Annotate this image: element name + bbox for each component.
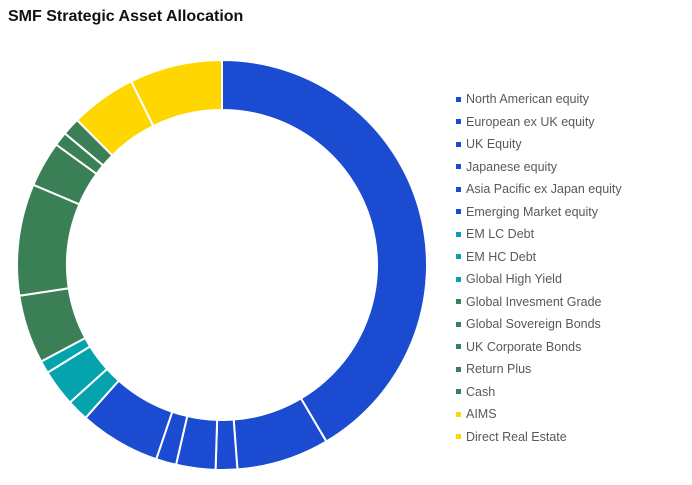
legend-label: Global Sovereign Bonds <box>466 317 601 332</box>
legend-label: North American equity <box>466 92 589 107</box>
legend-label: Emerging Market equity <box>466 204 599 219</box>
legend-swatch <box>456 209 461 215</box>
legend-swatch <box>456 299 461 305</box>
legend-item: Japanese equity <box>456 156 622 179</box>
legend-swatch <box>456 411 461 417</box>
legend-item: UK Corporate Bonds <box>456 336 622 359</box>
legend-item: Return Plus <box>456 358 622 381</box>
legend-label: EM LC Debt <box>466 227 535 242</box>
legend-item: Emerging Market equity <box>456 201 622 224</box>
legend-item: Global High Yield <box>456 268 622 291</box>
legend-item: Direct Real Estate <box>456 426 622 449</box>
legend-swatch <box>456 254 461 260</box>
legend-item: Global Sovereign Bonds <box>456 313 622 336</box>
legend-swatch <box>456 321 461 327</box>
legend: North American equity European ex UK equi… <box>456 88 622 448</box>
legend-swatch <box>456 141 461 147</box>
legend-swatch <box>456 186 461 192</box>
legend-item: AIMS <box>456 403 622 426</box>
legend-label: Global Invesment Grade <box>466 294 602 309</box>
legend-label: Cash <box>466 384 496 399</box>
legend-item: European ex UK equity <box>456 111 622 134</box>
legend-label: UK Corporate Bonds <box>466 339 582 354</box>
legend-label: Global High Yield <box>466 272 562 287</box>
legend-item: EM LC Debt <box>456 223 622 246</box>
legend-label: Return Plus <box>466 362 532 377</box>
legend-swatch <box>456 231 461 237</box>
legend-swatch <box>456 119 461 125</box>
legend-label: EM HC Debt <box>466 249 537 264</box>
slice-direct-real-estate <box>129 58 223 128</box>
legend-swatch <box>456 276 461 282</box>
legend-label: AIMS <box>466 407 497 422</box>
legend-item: Cash <box>456 381 622 404</box>
legend-label: Asia Pacific ex Japan equity <box>466 182 622 197</box>
legend-label: Direct Real Estate <box>466 429 567 444</box>
legend-item: North American equity <box>456 88 622 111</box>
legend-item: Asia Pacific ex Japan equity <box>456 178 622 201</box>
legend-label: Japanese equity <box>466 159 558 174</box>
slice-north-american-equity <box>221 58 428 443</box>
chart-title: SMF Strategic Asset Allocation <box>8 8 244 25</box>
legend-swatch <box>456 434 461 440</box>
legend-item: EM HC Debt <box>456 246 622 269</box>
legend-label: European ex UK equity <box>466 114 595 129</box>
legend-label: UK Equity <box>466 137 522 152</box>
legend-swatch <box>456 366 461 372</box>
legend-swatch <box>456 164 461 170</box>
legend-swatch <box>456 96 461 102</box>
legend-swatch <box>456 344 461 350</box>
slice-uk-equity <box>214 418 239 471</box>
legend-item: UK Equity <box>456 133 622 156</box>
legend-swatch <box>456 389 461 395</box>
legend-item: Global Invesment Grade <box>456 291 622 314</box>
